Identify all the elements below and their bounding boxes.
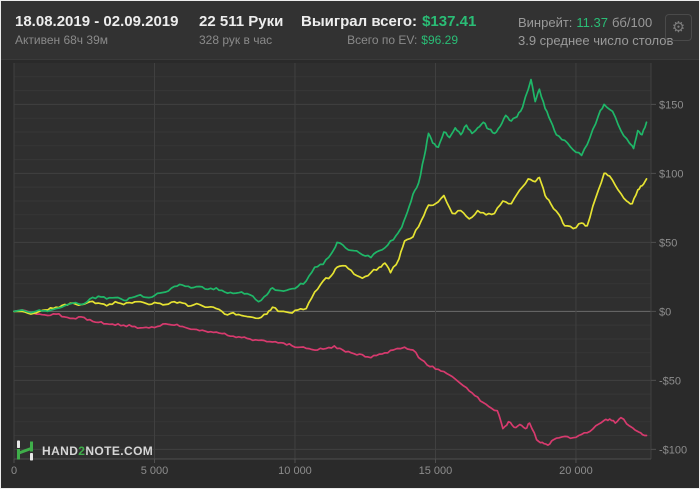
- hands-count: 22 511 Руки: [199, 13, 284, 30]
- svg-text:-$50: -$50: [659, 375, 681, 387]
- winnings-graph: 0 5 000 10 000 15 000 20 000 $150 $100 $50 $0 -$5…: [1, 60, 699, 488]
- avg-tables: 3.9 среднее число столов: [518, 33, 674, 48]
- hands-per-hour: 328 рук в час: [199, 33, 273, 47]
- svg-text:0: 0: [11, 465, 17, 477]
- series-ev: [13, 172, 648, 320]
- logo-part2: 2: [78, 443, 86, 458]
- settings-button[interactable]: ⚙: [665, 14, 692, 41]
- svg-text:-$100: -$100: [659, 444, 687, 456]
- hand2note-logo-icon: [16, 440, 34, 461]
- won-total-line: Выиграл всего: $137.41: [301, 12, 476, 32]
- winnings-stats: Выиграл всего: $137.41 Всего по EV: $96.29: [301, 12, 476, 49]
- hands-stats: 22 511 Руки 328 рук в час: [199, 12, 283, 49]
- ev-total-line: Всего по EV: $96.29: [301, 32, 458, 49]
- session-dates: 18.08.2019 - 02.09.2019 Активен 68ч 39м: [15, 12, 178, 49]
- ev-total-label: Всего по EV:: [347, 33, 418, 47]
- graph-canvas: 0 5 000 10 000 15 000 20 000 $150 $100 $50 $0 -$5…: [1, 60, 699, 488]
- won-total-label: Выиграл всего:: [301, 13, 418, 30]
- winrate-units: бб/100: [611, 15, 653, 30]
- svg-text:$0: $0: [659, 306, 671, 318]
- svg-text:$100: $100: [659, 168, 683, 180]
- active-time: Активен 68ч 39м: [15, 33, 108, 47]
- series-redline: [13, 309, 648, 447]
- stats-header: 18.08.2019 - 02.09.2019 Активен 68ч 39м …: [1, 1, 699, 60]
- gear-icon: ⚙: [671, 19, 686, 36]
- winrate-value: 11.37: [576, 15, 608, 30]
- ev-total-value: $96.29: [421, 33, 458, 47]
- winrate-label: Винрейт:: [518, 15, 573, 30]
- svg-text:10 000: 10 000: [278, 465, 312, 477]
- svg-text:20 000: 20 000: [559, 465, 593, 477]
- svg-text:15 000: 15 000: [419, 465, 453, 477]
- hand2note-logo-text: HAND2NOTE.COM: [42, 444, 153, 458]
- date-range: 18.08.2019 - 02.09.2019: [15, 13, 179, 30]
- won-total-value: $137.41: [422, 13, 477, 30]
- winrate-stats: Винрейт: 11.37 бб/100 3.9 среднее число ст…: [518, 14, 673, 50]
- series-winnings: [13, 78, 648, 314]
- svg-text:$50: $50: [659, 237, 677, 249]
- logo-part1: HAND: [42, 443, 79, 458]
- svg-text:$150: $150: [659, 99, 683, 111]
- logo-part3: NOTE.COM: [85, 443, 154, 458]
- svg-text:5 000: 5 000: [141, 465, 169, 477]
- hand2note-logo: HAND2NOTE.COM: [13, 438, 153, 463]
- winrate-line: Винрейт: 11.37 бб/100: [518, 14, 673, 32]
